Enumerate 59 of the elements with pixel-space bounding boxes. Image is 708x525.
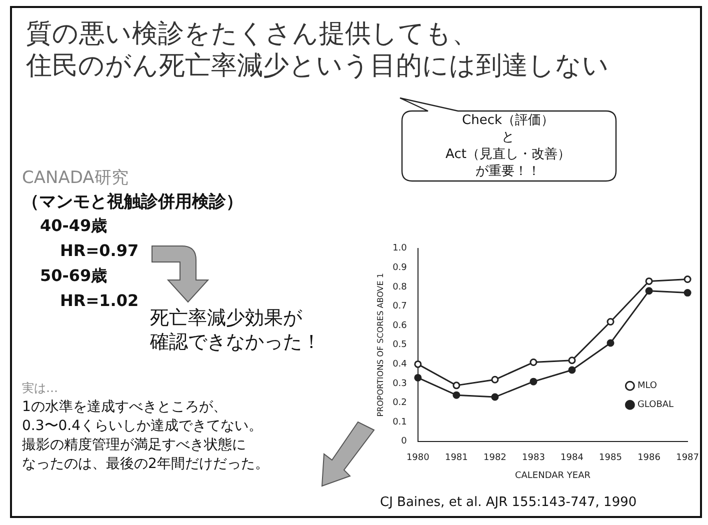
text: なったのは、最後の2年間だけだった。 xyxy=(22,455,269,474)
x-tick-label: 1982 xyxy=(484,453,506,464)
point xyxy=(452,382,460,390)
x-tick-label: 1985 xyxy=(599,453,622,464)
text: HR=0.97 xyxy=(60,241,139,260)
text: 1の水準を達成すべきところが、 xyxy=(22,398,227,417)
y-tick-label: 0.4 xyxy=(392,360,408,370)
text: 死亡率減少効果が xyxy=(150,306,302,330)
point xyxy=(684,289,692,297)
text: Act（見直し・改善） xyxy=(444,146,572,163)
text: CANADA研究 xyxy=(22,167,128,189)
y-axis-title: PROPORTIONS OF SCORES ABOVE 1 xyxy=(376,273,385,417)
y-tick-label: 0.9 xyxy=(392,263,408,274)
y-tick-label: 0 xyxy=(401,436,408,447)
text: 50-69歳 xyxy=(40,266,108,287)
y-tick-label: 0.6 xyxy=(392,320,408,331)
text: （マンモと視触診併用検診） xyxy=(22,191,243,213)
point xyxy=(684,276,692,284)
x-tick-label: 1986 xyxy=(638,453,661,464)
text: 確認できなかった！ xyxy=(150,330,321,354)
text: CJ Baines, et al. AJR 155:143-747, 1990 xyxy=(380,495,637,510)
point xyxy=(491,393,499,401)
chart-subtitle: 住民のがん死亡率減少という目的には到達しない xyxy=(26,50,609,82)
y-tick-label: 0.3 xyxy=(392,378,407,389)
text: HR=1.02 xyxy=(60,291,139,310)
x-tick-label: 1983 xyxy=(522,453,545,464)
y-tick-label: 0.5 xyxy=(392,340,407,350)
point xyxy=(606,318,614,326)
point xyxy=(606,339,614,347)
text: 0.3〜0.4くらいしか達成できてない。 xyxy=(22,417,263,436)
y-tick-label: 0.7 xyxy=(392,302,407,312)
point xyxy=(414,374,422,382)
x-tick-label: 1987 xyxy=(676,453,699,464)
text: と xyxy=(500,129,516,146)
y-tick-label: 0.1 xyxy=(392,417,407,428)
point xyxy=(568,356,576,364)
point xyxy=(491,376,499,384)
chart-title: 質の悪い検診をたくさん提供しても、 xyxy=(26,18,478,50)
point xyxy=(645,277,653,285)
point xyxy=(414,360,422,368)
point xyxy=(645,287,653,295)
x-tick-label: 1981 xyxy=(444,453,468,464)
point xyxy=(530,358,538,366)
y-tick-label: 1.0 xyxy=(392,244,408,254)
point xyxy=(530,378,538,386)
text: 実は… xyxy=(22,380,58,397)
x-tick-label: 1984 xyxy=(560,453,584,464)
point xyxy=(452,391,460,399)
text: Check（評価） xyxy=(461,112,555,129)
legend-label: MLO xyxy=(637,381,657,392)
y-tick-label: 0.2 xyxy=(392,398,407,408)
text: 撮影の精度管理が満足すべき状態に xyxy=(22,436,246,455)
legend-label: GLOBAL xyxy=(637,400,674,410)
y-tick-label: 0.8 xyxy=(392,282,408,292)
x-axis-title: CALENDAR YEAR xyxy=(514,470,590,481)
text: 40-49歳 xyxy=(40,216,108,237)
point xyxy=(568,366,576,374)
x-tick-label: 1980 xyxy=(406,453,430,464)
text: が重要！！ xyxy=(474,163,542,180)
